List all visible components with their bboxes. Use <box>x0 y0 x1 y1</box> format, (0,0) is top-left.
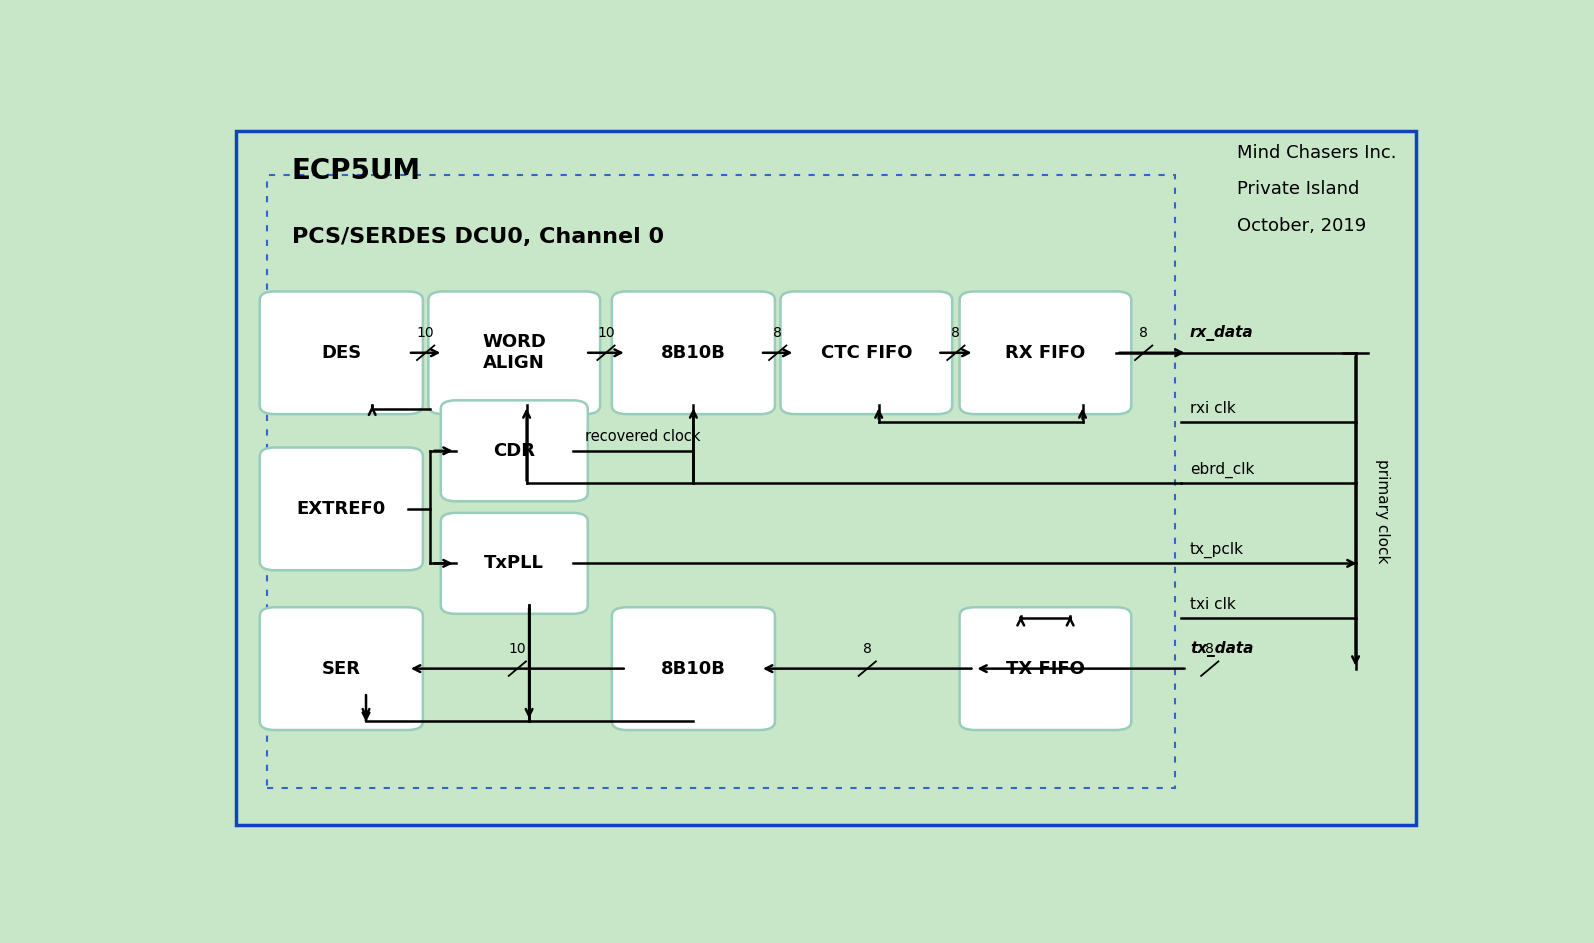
Text: txi clk: txi clk <box>1191 597 1235 612</box>
Text: 8B10B: 8B10B <box>662 660 725 678</box>
Text: 8: 8 <box>952 325 960 339</box>
FancyBboxPatch shape <box>781 291 952 414</box>
Text: 8: 8 <box>1140 325 1148 339</box>
Text: rx_data: rx_data <box>1191 325 1253 341</box>
Text: CTC FIFO: CTC FIFO <box>821 344 912 362</box>
Text: Private Island: Private Island <box>1237 180 1360 198</box>
Text: ECP5UM: ECP5UM <box>292 157 421 185</box>
Text: recovered clock: recovered clock <box>585 428 701 443</box>
FancyBboxPatch shape <box>260 448 422 571</box>
Text: 8: 8 <box>1205 641 1215 655</box>
Text: WORD
ALIGN: WORD ALIGN <box>483 334 547 372</box>
Text: ebrd_clk: ebrd_clk <box>1191 461 1254 478</box>
Text: primary clock: primary clock <box>1376 458 1390 563</box>
Text: 8: 8 <box>862 641 872 655</box>
FancyBboxPatch shape <box>442 401 588 502</box>
FancyBboxPatch shape <box>260 291 422 414</box>
Text: 10: 10 <box>508 641 526 655</box>
FancyBboxPatch shape <box>260 607 422 730</box>
Text: Mind Chasers Inc.: Mind Chasers Inc. <box>1237 144 1396 162</box>
Text: 10: 10 <box>416 325 435 339</box>
FancyBboxPatch shape <box>429 291 599 414</box>
Text: rxi clk: rxi clk <box>1191 401 1235 416</box>
Text: 8B10B: 8B10B <box>662 344 725 362</box>
Text: DES: DES <box>320 344 362 362</box>
Text: October, 2019: October, 2019 <box>1237 217 1366 235</box>
FancyBboxPatch shape <box>960 291 1132 414</box>
FancyBboxPatch shape <box>236 131 1415 825</box>
Text: SER: SER <box>322 660 360 678</box>
Text: PCS/SERDES DCU0, Channel 0: PCS/SERDES DCU0, Channel 0 <box>292 226 665 247</box>
FancyBboxPatch shape <box>960 607 1132 730</box>
Text: CDR: CDR <box>493 442 536 460</box>
FancyBboxPatch shape <box>612 291 775 414</box>
Text: 8: 8 <box>773 325 783 339</box>
Text: tx_data: tx_data <box>1191 641 1253 657</box>
Text: TX FIFO: TX FIFO <box>1006 660 1086 678</box>
Text: 10: 10 <box>598 325 615 339</box>
Text: tx_pclk: tx_pclk <box>1191 541 1243 557</box>
Text: EXTREF0: EXTREF0 <box>296 500 386 518</box>
Text: RX FIFO: RX FIFO <box>1006 344 1086 362</box>
FancyBboxPatch shape <box>442 513 588 614</box>
Text: TxPLL: TxPLL <box>485 554 544 572</box>
FancyBboxPatch shape <box>612 607 775 730</box>
